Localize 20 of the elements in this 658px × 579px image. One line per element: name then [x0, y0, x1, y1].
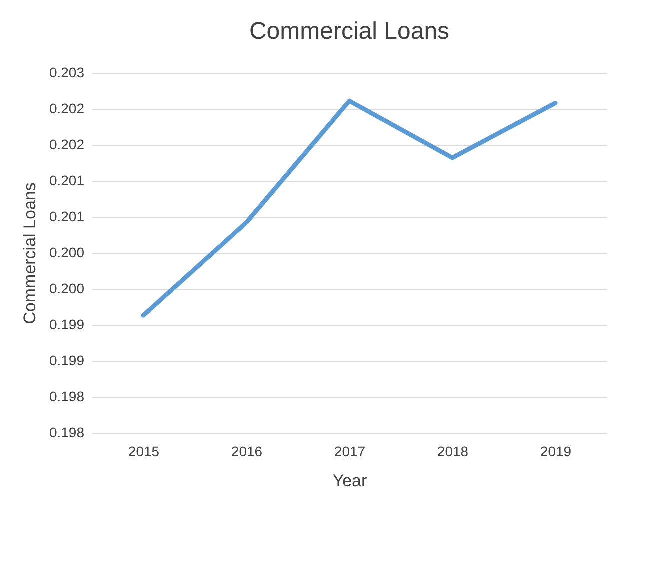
chart-title: Commercial Loans	[249, 18, 450, 45]
y-tick-label: 0.199	[49, 352, 85, 368]
x-axis-title: Year	[332, 472, 368, 490]
y-tick-label: 0.201	[49, 172, 85, 188]
y-tick-label: 0.202	[49, 100, 85, 116]
y-tick-label: 0.200	[49, 280, 85, 296]
x-tick-label: 2015	[128, 444, 160, 460]
line-series	[141, 98, 558, 318]
y-tick-label: 0.198	[49, 424, 85, 440]
y-tick-label: 0.199	[49, 316, 85, 332]
y-tick-label: 0.198	[49, 388, 85, 404]
x-tick-label: 2018	[437, 444, 469, 460]
y-tick-label: 0.201	[49, 208, 85, 224]
y-tick-label: 0.200	[49, 244, 85, 260]
x-tick-label: 2017	[334, 444, 366, 460]
y-tick-label: 0.202	[49, 136, 85, 152]
y-axis-title: Commercial Loans	[20, 182, 40, 324]
x-tick-label: 2019	[540, 444, 572, 460]
y-tick-label: 0.203	[49, 64, 85, 80]
x-tick-label: 2016	[231, 444, 263, 460]
